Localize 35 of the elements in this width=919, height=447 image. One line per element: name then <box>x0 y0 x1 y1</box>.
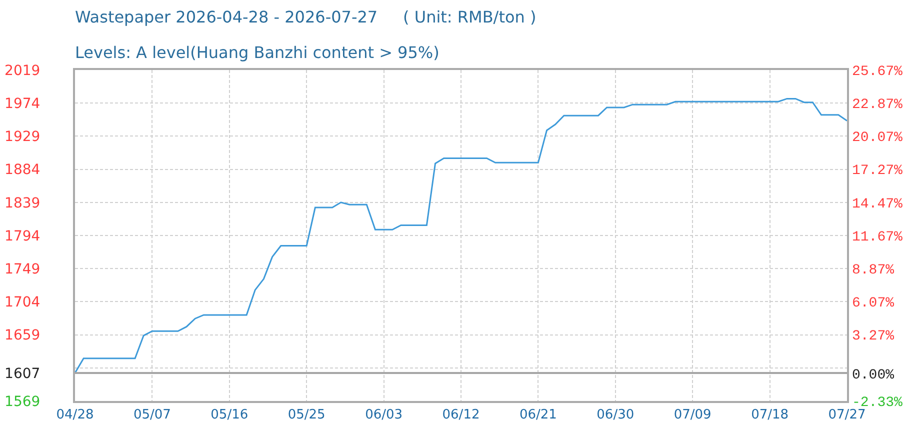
x-tick-label: 06/03 <box>365 408 403 423</box>
y2-tick-label: 17.27% <box>852 163 904 180</box>
chart-title: Wastepaper 2026-04-28 - 2026-07-27 ( Unit: RMB/ton ) <box>75 8 536 27</box>
x-tick-label: 06/21 <box>519 408 557 423</box>
y-tick-label: 1607 <box>4 366 40 382</box>
y-tick-label: 1839 <box>4 195 40 212</box>
line-series <box>75 98 847 374</box>
y2-tick-label: 20.07% <box>852 130 904 146</box>
y-tick-label: 1929 <box>4 129 40 146</box>
y2-tick-label: 3.27% <box>852 328 895 345</box>
y2-tick-label: 8.87% <box>852 262 895 278</box>
y-tick-label: 1569 <box>4 394 40 410</box>
x-tick-label: 07/27 <box>828 408 866 423</box>
x-tick-label: 07/18 <box>751 408 789 423</box>
y2-tick-label: 22.87% <box>852 97 904 113</box>
chart-subtitle: Levels: A level(Huang Banzhi content > 95%) <box>75 42 440 62</box>
x-tick-label: 04/28 <box>56 408 94 423</box>
x-tick-label: 05/25 <box>288 408 326 423</box>
y-tick-label: 1659 <box>4 328 40 344</box>
y-tick-label: 1794 <box>4 228 40 244</box>
x-tick-label: 05/07 <box>133 408 171 423</box>
y2-tick-label: 0.00% <box>852 367 895 384</box>
y2-tick-label: 14.47% <box>852 196 904 212</box>
y2-tick-label: 11.67% <box>852 229 904 246</box>
y-tick-label: 1704 <box>4 294 40 311</box>
x-tick-label: 06/12 <box>442 408 480 423</box>
y-tick-label: 1974 <box>4 96 40 112</box>
y-tick-label: 1884 <box>4 162 40 178</box>
y-tick-label: 2019 <box>4 62 40 79</box>
y2-tick-label: 6.07% <box>852 296 895 312</box>
y-tick-label: 1749 <box>4 262 40 278</box>
y2-tick-label: 25.67% <box>852 64 904 80</box>
x-tick-label: 07/09 <box>674 408 712 423</box>
x-tick-label: 06/30 <box>596 408 634 423</box>
x-tick-label: 05/16 <box>210 408 248 423</box>
